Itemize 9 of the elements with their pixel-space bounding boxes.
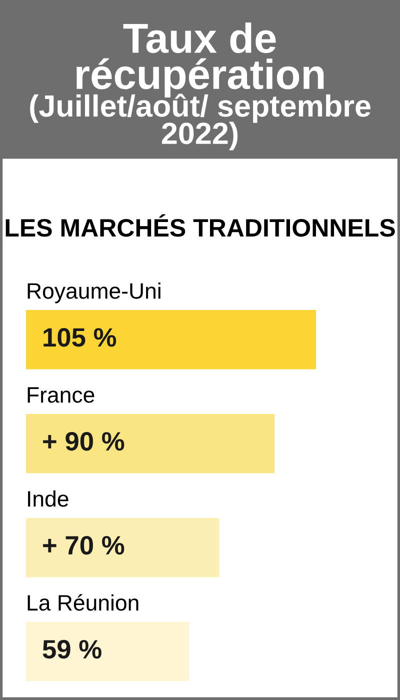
y-tick-label: France xyxy=(28,387,94,403)
data-label: + 70 % xyxy=(43,536,124,555)
y-tick-label: Inde xyxy=(28,490,68,507)
data-label: + 90 % xyxy=(43,432,124,451)
y-tick-label: La Réunion xyxy=(28,594,138,611)
data-label: 59 % xyxy=(42,640,102,659)
text: LES MARCHÉS TRADITIONNELS xyxy=(6,214,395,237)
y-tick-label: Royaume-Uni xyxy=(28,282,160,304)
data-label: 105 % xyxy=(44,328,116,347)
